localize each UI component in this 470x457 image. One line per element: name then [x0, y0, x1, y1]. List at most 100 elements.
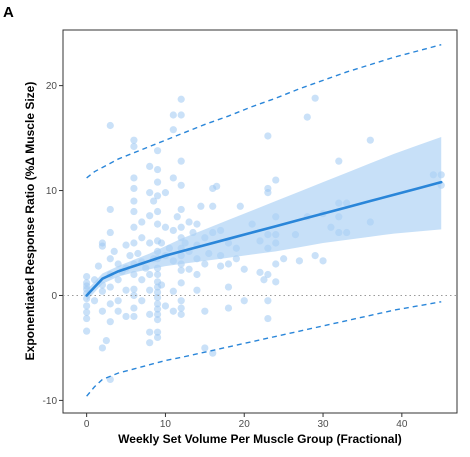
y-tick-label: 10 — [46, 186, 58, 197]
data-point — [177, 181, 185, 189]
panel-label: A — [3, 4, 14, 21]
data-point — [122, 312, 130, 321]
data-point — [146, 189, 154, 197]
data-point — [193, 220, 201, 228]
data-point — [335, 157, 343, 165]
data-point — [98, 307, 106, 315]
data-point — [83, 327, 91, 335]
data-point — [83, 308, 91, 316]
data-point — [83, 302, 91, 310]
x-tick-label: 10 — [160, 419, 172, 430]
data-point — [146, 339, 154, 347]
data-point — [98, 344, 106, 352]
data-point — [153, 328, 162, 336]
data-point — [185, 218, 193, 226]
confidence-band-area — [86, 137, 442, 301]
data-point — [106, 228, 114, 237]
data-point — [153, 207, 162, 216]
data-point — [114, 276, 122, 284]
data-point — [264, 297, 272, 305]
data-point — [153, 333, 162, 342]
data-point — [153, 192, 162, 200]
data-point — [122, 286, 130, 294]
data-point — [153, 270, 162, 279]
data-point — [169, 226, 177, 235]
data-point — [130, 142, 138, 151]
data-point — [138, 234, 146, 242]
data-point — [193, 286, 201, 294]
fit-line — [85, 180, 443, 297]
data-point — [153, 310, 162, 318]
x-tick-label: 20 — [239, 419, 251, 430]
data-point — [201, 344, 209, 352]
data-point — [106, 255, 114, 263]
x-tick-label: 0 — [84, 419, 90, 430]
data-point — [110, 247, 118, 256]
data-point — [138, 297, 146, 305]
data-point — [146, 270, 154, 279]
data-point — [169, 111, 177, 119]
data-point — [146, 162, 154, 171]
data-point — [130, 136, 138, 144]
data-point — [83, 282, 91, 290]
data-point — [272, 278, 280, 286]
data-point — [106, 283, 114, 291]
data-point — [224, 304, 233, 312]
prediction-interval-upper — [86, 44, 442, 179]
data-point — [185, 265, 193, 273]
data-point — [264, 132, 272, 140]
data-point — [272, 176, 280, 184]
data-point — [264, 270, 272, 279]
x-axis-title: Weekly Set Volume Per Muscle Group (Frac… — [118, 432, 402, 446]
data-point — [177, 297, 185, 305]
data-point — [126, 252, 134, 260]
data-point — [98, 287, 106, 295]
data-point — [146, 286, 154, 294]
data-point — [153, 220, 162, 228]
data-point — [106, 121, 114, 130]
data-point — [295, 257, 303, 265]
data-point — [130, 285, 138, 293]
data-point — [232, 255, 240, 263]
confidence-band — [86, 137, 442, 301]
data-point — [153, 316, 162, 324]
data-point — [153, 178, 162, 186]
data-point — [236, 202, 244, 210]
data-point — [311, 94, 319, 102]
data-point — [138, 276, 146, 284]
data-point — [256, 268, 264, 276]
data-point — [303, 113, 311, 121]
data-point — [280, 255, 288, 263]
data-point — [169, 126, 177, 134]
data-point — [161, 189, 170, 197]
data-point — [130, 291, 138, 300]
data-point — [150, 197, 158, 205]
data-point — [161, 302, 170, 310]
data-point — [161, 223, 170, 231]
data-point — [177, 223, 185, 231]
data-point — [114, 307, 122, 315]
data-point — [224, 283, 233, 291]
data-point — [146, 239, 154, 247]
data-point — [153, 305, 162, 313]
data-point — [217, 262, 225, 270]
data-point — [177, 279, 185, 287]
data-point — [177, 310, 185, 318]
data-point — [201, 307, 209, 315]
data-point — [153, 165, 162, 174]
data-point — [102, 337, 110, 345]
prediction-interval-lower — [86, 301, 442, 397]
data-point — [130, 174, 138, 182]
data-point — [240, 265, 248, 273]
data-point — [177, 304, 185, 312]
x-tick-label: 40 — [396, 419, 408, 430]
data-point — [114, 297, 122, 305]
data-point — [260, 276, 268, 284]
data-point — [153, 300, 162, 308]
data-point — [177, 157, 185, 165]
data-point — [177, 95, 185, 103]
data-point — [83, 272, 91, 281]
data-point — [130, 207, 138, 216]
data-point — [173, 213, 181, 221]
data-point — [146, 328, 154, 336]
